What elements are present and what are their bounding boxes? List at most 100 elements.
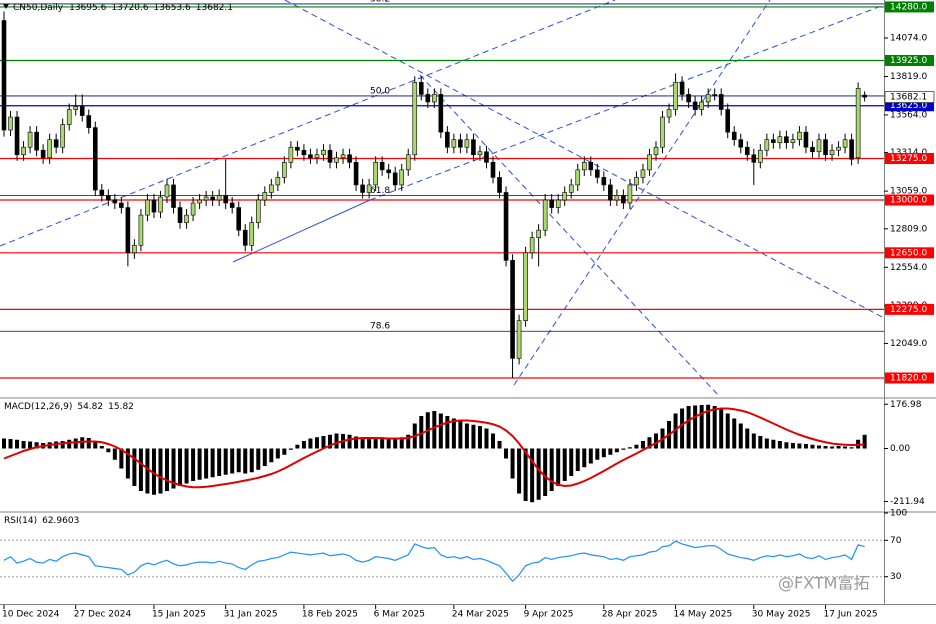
macd-bar — [230, 448, 235, 474]
y-tick-label: 13564.0 — [890, 110, 927, 120]
candle — [249, 216, 255, 252]
candle — [21, 141, 26, 161]
y-tick-label: 12049.0 — [890, 339, 927, 349]
macd-bar — [432, 411, 437, 449]
candle-body — [288, 146, 294, 163]
y-tick-label: 176.98 — [890, 400, 922, 410]
candle — [106, 189, 111, 207]
candle — [73, 94, 79, 116]
candle — [477, 145, 483, 161]
macd-bar — [790, 443, 795, 449]
macd-bar — [784, 442, 789, 449]
candle-body — [223, 195, 228, 204]
y-tick-label: 0.00 — [890, 444, 910, 454]
candle-body — [712, 94, 717, 96]
trendline — [284, 0, 884, 319]
candle — [229, 196, 235, 214]
macd-bar — [380, 437, 385, 449]
macd-bar — [504, 448, 509, 459]
candle — [842, 133, 848, 154]
candle-body — [60, 124, 65, 148]
candle — [608, 178, 613, 207]
candle-body — [660, 116, 665, 148]
macd-bar — [106, 448, 111, 453]
candle-body — [412, 82, 418, 156]
candle — [549, 193, 554, 214]
candle-body — [138, 214, 144, 246]
x-tick-label: 31 Jan 2025 — [224, 610, 278, 620]
signal-line — [3, 407, 865, 489]
macd-bar — [725, 413, 730, 449]
candle — [458, 133, 463, 154]
candle — [438, 88, 444, 139]
candle — [145, 193, 150, 222]
candle-body — [229, 202, 235, 208]
macd-bar — [419, 416, 424, 449]
candle — [340, 148, 346, 164]
macd-bar — [458, 421, 463, 449]
candle — [112, 193, 118, 210]
candle — [640, 163, 646, 184]
candle-body — [151, 199, 157, 213]
candle-body — [849, 139, 854, 160]
candle-body — [836, 146, 841, 151]
candle — [536, 224, 541, 267]
macd-bar — [719, 408, 724, 449]
y-tick-label: 12809.0 — [890, 224, 927, 234]
candle-body — [686, 94, 691, 103]
x-tick-label: 18 Feb 2025 — [302, 610, 358, 620]
candle — [601, 171, 607, 191]
price-tag-label: 13682.1 — [890, 93, 927, 103]
candle — [836, 141, 841, 157]
candle-body — [392, 172, 398, 186]
fib-label: 78.6 — [370, 322, 390, 332]
macd-bar — [536, 448, 541, 500]
x-tick-label: 28 Apr 2025 — [602, 610, 658, 620]
level-tag-label: 13000.0 — [890, 196, 927, 206]
macd-bar — [282, 448, 287, 455]
macd-bar — [328, 434, 332, 449]
header-close: 13682.1 — [196, 3, 233, 13]
level-tag — [885, 247, 934, 259]
macd-bar — [477, 426, 482, 449]
candle-body — [34, 131, 39, 151]
candle — [301, 144, 307, 161]
level-tag — [885, 54, 934, 66]
macd-bar — [764, 438, 769, 449]
macd-bar — [262, 448, 267, 466]
macd-bar — [386, 438, 391, 449]
candle — [360, 178, 365, 199]
trendlines — [0, 0, 884, 397]
candle-body — [640, 169, 646, 178]
macd-bar — [406, 434, 411, 449]
level-tag — [885, 153, 934, 165]
level-tag-label: 12275.0 — [890, 305, 927, 315]
macd-bar — [256, 448, 261, 470]
candle — [686, 88, 691, 108]
level-tag-label: 11820.0 — [890, 373, 927, 383]
level-tag — [885, 303, 934, 315]
macd-bar — [99, 446, 104, 449]
candle — [575, 163, 581, 191]
macd-bar — [758, 436, 763, 449]
candle — [27, 126, 33, 154]
candle-body — [497, 177, 502, 193]
macd-bar — [523, 448, 528, 501]
header-high: 13720.6 — [111, 3, 148, 13]
candle-body — [634, 177, 639, 186]
macd-bar — [595, 448, 600, 460]
candle — [829, 144, 835, 161]
macd-bar — [843, 446, 848, 449]
candle — [425, 88, 431, 108]
fib-label: 38.2 — [370, 0, 390, 4]
candle-body — [823, 139, 828, 156]
candle — [347, 148, 352, 169]
candle — [203, 190, 209, 207]
macd-bar — [367, 439, 372, 449]
candle — [823, 133, 828, 161]
candle-body — [216, 195, 222, 201]
macd-bar — [569, 448, 574, 476]
candle-body — [790, 139, 796, 143]
candle — [197, 193, 202, 210]
candle-body — [99, 189, 105, 196]
